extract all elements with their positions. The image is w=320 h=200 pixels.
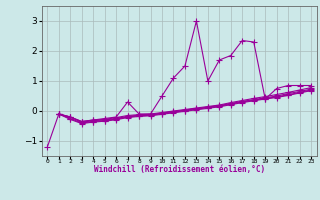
X-axis label: Windchill (Refroidissement éolien,°C): Windchill (Refroidissement éolien,°C) [94,165,265,174]
